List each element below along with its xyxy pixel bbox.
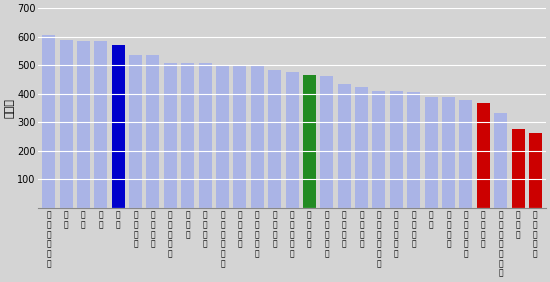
Bar (59, 40, 73, 208)
Y-axis label: 平均点: 平均点 (4, 98, 14, 118)
Bar (94, 41, 107, 208)
Bar (512, 129, 525, 208)
Bar (233, 66, 246, 208)
Bar (199, 63, 212, 208)
Bar (425, 98, 438, 208)
Bar (407, 92, 420, 208)
Bar (477, 103, 490, 208)
Bar (459, 100, 472, 208)
Bar (338, 84, 351, 208)
Bar (442, 98, 455, 208)
Bar (355, 87, 368, 208)
Bar (42, 35, 55, 208)
Bar (268, 70, 281, 208)
Bar (529, 133, 542, 208)
Bar (303, 75, 316, 208)
Bar (251, 66, 264, 208)
Bar (181, 63, 194, 208)
Bar (390, 91, 403, 208)
Bar (164, 63, 177, 208)
Bar (372, 91, 386, 208)
Bar (112, 45, 125, 208)
Bar (320, 76, 333, 208)
Bar (494, 113, 507, 208)
Bar (77, 41, 90, 208)
Bar (285, 72, 299, 208)
Bar (146, 55, 160, 208)
Bar (129, 55, 142, 208)
Bar (216, 65, 229, 208)
